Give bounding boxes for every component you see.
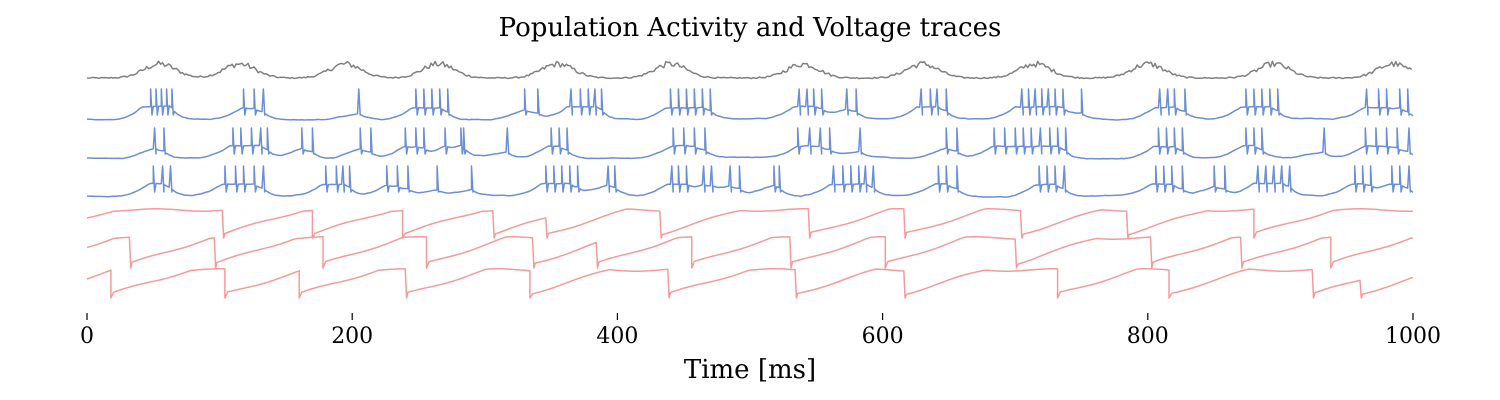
x-tick-label-400: 400 [596, 324, 638, 349]
excitatory-trace-2 [86, 127, 1414, 160]
population-activity-trace [86, 60, 1413, 80]
x-tick-label-200: 200 [331, 324, 373, 349]
chart-title: Population Activity and Voltage traces [499, 13, 1002, 43]
excitatory-trace-3 [86, 165, 1414, 198]
x-tick-label-0: 0 [80, 324, 94, 349]
traces-group [86, 60, 1414, 299]
inhibitory-trace-2 [86, 236, 1414, 269]
x-tick-label-1000: 1000 [1385, 324, 1441, 349]
x-axis-label: Time [ms] [684, 355, 816, 385]
inhibitory-trace-3 [86, 268, 1414, 299]
x-tick-label-800: 800 [1127, 324, 1169, 349]
x-axis: 0 200 400 600 800 1000 [80, 313, 1441, 349]
inhibitory-trace-1 [86, 208, 1414, 239]
x-tick-label-600: 600 [862, 324, 904, 349]
excitatory-trace-1 [86, 88, 1414, 121]
